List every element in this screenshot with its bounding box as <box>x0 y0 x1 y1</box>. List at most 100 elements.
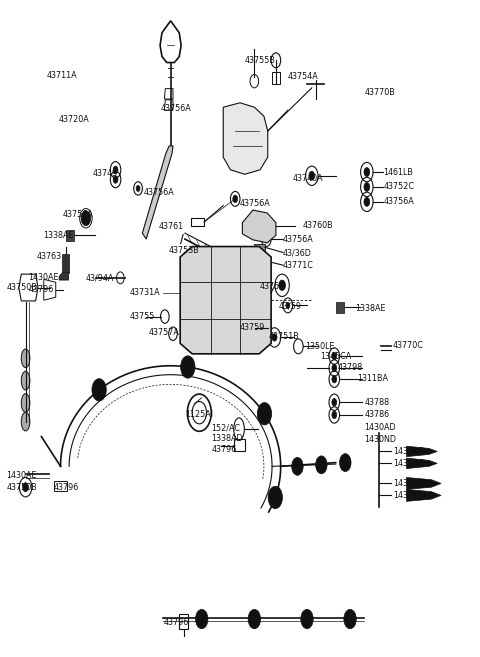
Text: 43/94A: 43/94A <box>86 273 114 283</box>
Text: 43763: 43763 <box>36 252 62 261</box>
Text: 43751B: 43751B <box>269 332 300 341</box>
Circle shape <box>81 211 91 226</box>
Text: 43771C: 43771C <box>283 261 314 269</box>
Text: 43770B: 43770B <box>364 88 395 97</box>
Circle shape <box>248 610 261 629</box>
Text: 43750B: 43750B <box>6 283 37 292</box>
Circle shape <box>292 457 303 475</box>
Text: 43753B: 43753B <box>168 246 199 255</box>
Text: 43754A: 43754A <box>288 72 319 81</box>
Circle shape <box>113 176 118 183</box>
Text: 1338AD: 1338AD <box>211 434 243 443</box>
Text: 43756A: 43756A <box>384 197 414 206</box>
Polygon shape <box>59 273 69 280</box>
Circle shape <box>247 324 252 332</box>
Text: 1125AI: 1125AI <box>185 411 213 419</box>
Text: 43756A: 43756A <box>161 104 192 113</box>
Circle shape <box>332 364 336 372</box>
Text: 1430AE: 1430AE <box>28 273 59 283</box>
Circle shape <box>344 610 356 629</box>
Text: 43711A: 43711A <box>46 71 77 79</box>
Circle shape <box>268 486 282 509</box>
Text: 43756A: 43756A <box>240 199 271 208</box>
Text: 43756A: 43756A <box>283 235 314 244</box>
Text: 1338AE: 1338AE <box>355 304 385 313</box>
Text: 43755B: 43755B <box>245 56 276 65</box>
Circle shape <box>339 454 351 472</box>
Text: 43770C: 43770C <box>392 341 423 350</box>
Polygon shape <box>66 230 74 241</box>
Ellipse shape <box>21 349 30 368</box>
Text: 43786: 43786 <box>364 411 390 419</box>
Text: 43720A: 43720A <box>58 116 89 124</box>
Circle shape <box>301 610 313 629</box>
Text: 1461LB: 1461LB <box>384 168 413 177</box>
Circle shape <box>272 334 277 341</box>
Polygon shape <box>407 478 441 489</box>
Ellipse shape <box>21 394 30 413</box>
Circle shape <box>364 168 370 177</box>
Text: 1345CA: 1345CA <box>321 351 352 361</box>
Text: 43760B: 43760B <box>302 221 333 230</box>
Text: 1430AD: 1430AD <box>393 479 425 488</box>
Circle shape <box>286 302 290 308</box>
Text: 43749: 43749 <box>93 169 118 178</box>
Text: 1430ND: 1430ND <box>393 459 425 468</box>
Polygon shape <box>143 146 173 239</box>
Text: 1430ND: 1430ND <box>393 491 425 500</box>
Text: 43761: 43761 <box>158 222 184 231</box>
Text: 43758: 43758 <box>259 282 284 290</box>
Text: 1338AE: 1338AE <box>43 231 73 240</box>
Polygon shape <box>407 458 437 468</box>
Text: 43756A: 43756A <box>144 189 174 197</box>
Text: 1430AE: 1430AE <box>6 471 37 480</box>
Circle shape <box>364 197 370 206</box>
Text: 43796: 43796 <box>163 618 189 627</box>
Text: 43796: 43796 <box>28 285 54 294</box>
Text: 43752C: 43752C <box>384 183 415 191</box>
Ellipse shape <box>21 413 30 431</box>
Circle shape <box>195 610 208 629</box>
Polygon shape <box>407 489 441 501</box>
Text: 1350LE: 1350LE <box>306 342 335 351</box>
Circle shape <box>257 403 272 425</box>
Circle shape <box>364 183 370 191</box>
Polygon shape <box>62 254 69 273</box>
Text: 1430ND: 1430ND <box>364 435 396 444</box>
Circle shape <box>136 185 140 191</box>
Text: 43/59: 43/59 <box>278 302 301 311</box>
Circle shape <box>316 456 327 474</box>
Circle shape <box>23 483 28 491</box>
Text: 43/36D: 43/36D <box>283 248 312 257</box>
Text: 43798: 43798 <box>338 363 363 373</box>
Polygon shape <box>223 102 268 174</box>
Text: 43759: 43759 <box>240 323 265 332</box>
Text: 1311BA: 1311BA <box>357 374 388 383</box>
Polygon shape <box>180 246 271 354</box>
Text: 43755: 43755 <box>130 312 156 321</box>
Circle shape <box>279 280 286 290</box>
Ellipse shape <box>21 371 30 390</box>
Polygon shape <box>242 210 276 243</box>
Polygon shape <box>336 302 344 313</box>
Circle shape <box>332 352 336 360</box>
Text: 1430AD: 1430AD <box>364 423 396 432</box>
Text: 43796: 43796 <box>211 445 237 454</box>
Circle shape <box>332 399 336 406</box>
Text: 1430AD: 1430AD <box>393 447 425 456</box>
Text: 43796: 43796 <box>53 483 79 491</box>
Circle shape <box>233 195 238 202</box>
Circle shape <box>332 411 336 419</box>
Polygon shape <box>254 244 265 251</box>
Polygon shape <box>254 257 265 264</box>
Text: 43757A: 43757A <box>149 328 180 338</box>
Circle shape <box>264 235 269 243</box>
Text: 152/AC: 152/AC <box>211 423 240 432</box>
Polygon shape <box>407 446 437 457</box>
Text: 43788: 43788 <box>364 397 390 407</box>
Text: 43750B: 43750B <box>6 483 37 491</box>
Circle shape <box>92 378 106 401</box>
Text: 43756A: 43756A <box>63 210 94 219</box>
Text: 43731A: 43731A <box>130 288 160 297</box>
Circle shape <box>332 375 336 383</box>
